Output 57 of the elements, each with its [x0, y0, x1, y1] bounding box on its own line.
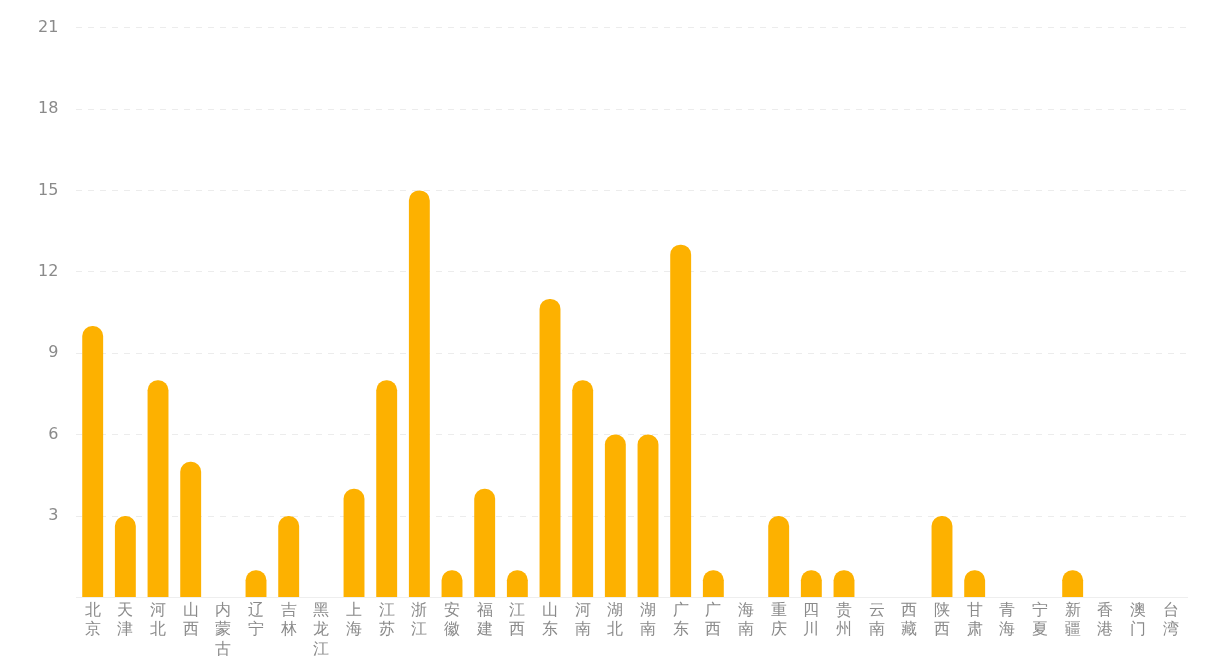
x-tick-label: 山西 [182, 600, 199, 639]
y-tick-label: 15 [38, 179, 59, 199]
bar [474, 488, 496, 597]
bar [408, 190, 430, 597]
x-tick-label: 新疆 [1064, 600, 1081, 639]
bar [114, 516, 136, 597]
x-tick-label: 香港 [1097, 600, 1114, 639]
x-tick-label: 陕西 [934, 600, 951, 639]
x-tick-label: 宁夏 [1032, 600, 1048, 639]
bar [376, 380, 398, 597]
bar [670, 244, 692, 597]
x-tick-label: 云南 [868, 600, 885, 639]
x-tick-label: 山东 [542, 600, 559, 639]
x-tick-label: 河南 [574, 600, 591, 639]
y-tick-label: 12 [38, 260, 59, 280]
x-tick-label: 甘肃 [966, 600, 983, 639]
bar [180, 461, 202, 597]
x-tick-label: 广西 [705, 600, 722, 639]
y-tick-label: 21 [38, 16, 59, 36]
x-tick-label: 西藏 [901, 600, 918, 639]
bar [343, 488, 365, 597]
bar [147, 380, 169, 597]
x-tick-label: 四川 [803, 600, 820, 639]
x-tick-label: 贵州 [836, 600, 853, 639]
x-tick-label: 北京 [84, 600, 101, 639]
y-tick-label: 9 [48, 342, 59, 362]
x-tick-label: 河北 [150, 600, 167, 639]
x-tick-label: 湖南 [640, 600, 657, 639]
bar [572, 380, 594, 597]
x-tick-label: 澳门 [1130, 600, 1146, 639]
x-tick-label: 青海 [999, 600, 1016, 639]
x-tick-label: 江西 [509, 600, 526, 639]
x-tick-label: 重庆 [770, 600, 787, 639]
x-tick-label: 天津 [117, 600, 134, 639]
x-tick-label: 吉林 [279, 600, 297, 639]
y-tick-label: 18 [38, 98, 59, 118]
x-tick-label: 内蒙古 [215, 600, 232, 658]
bar [82, 326, 104, 597]
x-tick-label: 湖北 [607, 600, 624, 639]
bar [604, 434, 626, 597]
x-tick-label: 江苏 [378, 600, 395, 639]
bar [539, 298, 561, 597]
x-tick-label: 黑龙江 [313, 600, 330, 658]
x-tick-label: 浙江 [411, 600, 428, 639]
bar [637, 434, 659, 597]
x-tick-label: 福建 [475, 600, 493, 639]
x-tick-label: 上海 [346, 600, 363, 639]
y-tick-label: 3 [48, 505, 59, 525]
bar [278, 516, 300, 597]
bar [931, 516, 953, 597]
x-tick-label: 海南 [738, 600, 755, 639]
x-tick-label: 辽宁 [248, 600, 265, 639]
x-tick-label: 安徽 [444, 600, 461, 639]
bar [768, 516, 790, 597]
x-tick-label: 台湾 [1162, 600, 1179, 639]
x-tick-label: 广东 [672, 600, 689, 639]
y-tick-label: 6 [48, 423, 59, 443]
